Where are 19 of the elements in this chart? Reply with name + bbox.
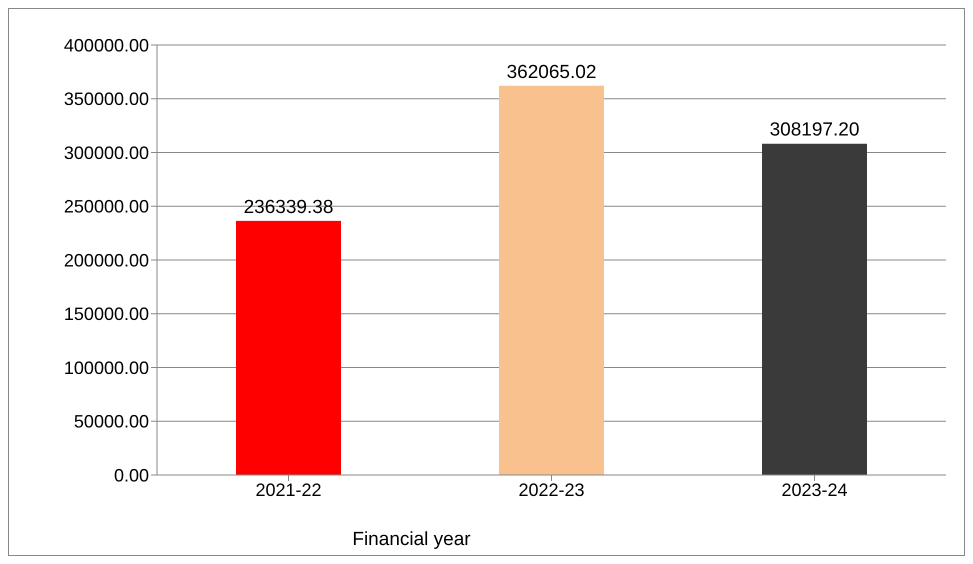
y-tick-label: 250000.00 — [64, 196, 149, 217]
y-tick-label: 100000.00 — [64, 358, 149, 378]
x-axis-title: Financial year — [352, 529, 472, 550]
y-tick-label: 300000.00 — [64, 142, 149, 163]
bar — [499, 86, 604, 475]
y-tick-label: 0.00 — [114, 465, 149, 486]
x-tick-label: 2023-24 — [781, 480, 848, 500]
y-tick-label: 50000.00 — [74, 412, 149, 432]
bar — [236, 220, 341, 475]
bar — [762, 144, 867, 475]
y-tick-label: 350000.00 — [64, 89, 149, 110]
data-label: 236339.38 — [244, 196, 334, 218]
data-label: 308197.20 — [770, 120, 860, 141]
y-tick-label: 400000.00 — [64, 35, 149, 56]
y-tick-label: 200000.00 — [64, 250, 149, 270]
x-tick-label: 2022-23 — [518, 480, 585, 500]
data-label: 362065.02 — [506, 62, 596, 83]
x-tick-label: 2021-22 — [255, 480, 322, 500]
y-tick-label: 150000.00 — [64, 304, 149, 324]
